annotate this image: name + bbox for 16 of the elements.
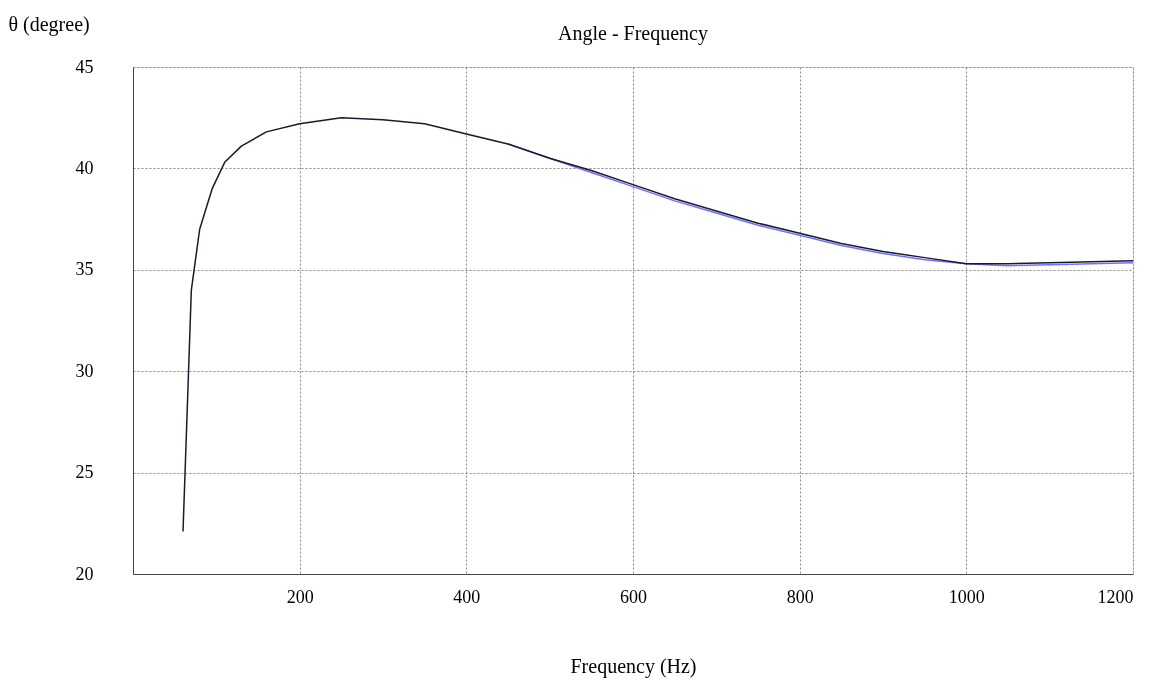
x-tick-label: 1000 bbox=[948, 586, 985, 607]
x-tick-label: 800 bbox=[786, 586, 814, 607]
y-axis-title: θ (degree) bbox=[8, 12, 90, 36]
y-tick-label: 25 bbox=[75, 462, 94, 483]
x-tick-label: 1200 bbox=[1097, 586, 1134, 607]
y-tick-label: 20 bbox=[75, 563, 94, 584]
y-tick-label: 40 bbox=[75, 157, 94, 178]
x-tick-label: 400 bbox=[453, 586, 481, 607]
x-tick-label: 200 bbox=[286, 586, 314, 607]
y-tick-label: 30 bbox=[75, 360, 94, 381]
x-axis-title: Frequency (Hz) bbox=[570, 654, 697, 678]
x-tick-label: 600 bbox=[620, 586, 647, 607]
y-tick-label: 45 bbox=[75, 56, 94, 77]
y-tick-label: 35 bbox=[75, 259, 94, 280]
line-series bbox=[182, 116, 1134, 533]
chart-title: Angle - Frequency bbox=[558, 22, 708, 45]
